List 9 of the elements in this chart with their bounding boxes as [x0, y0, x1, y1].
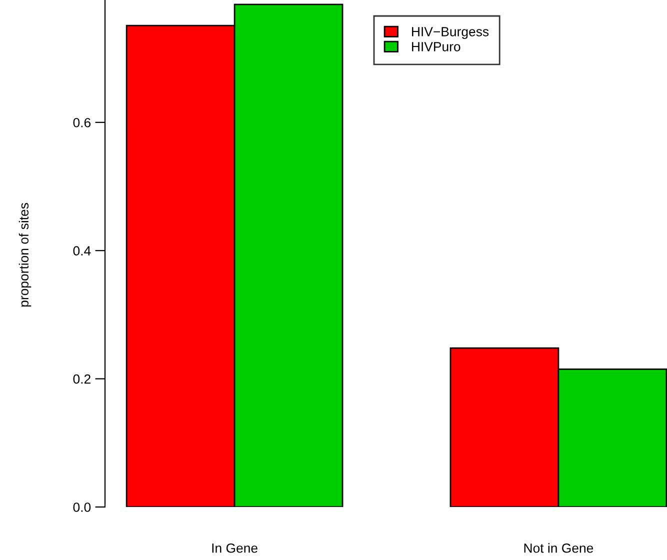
y-tick-label: 0.2 — [73, 374, 90, 384]
y-axis-title: proportion of sites — [18, 203, 32, 307]
x-tick-label: In Gene — [212, 543, 258, 553]
legend-label: HIV−Burgess — [412, 27, 489, 39]
x-tick-label: Not in Gene — [524, 543, 594, 553]
y-tick-label: 0.4 — [73, 246, 91, 256]
y-tick-label: 0.6 — [73, 118, 91, 128]
legend-label: HIVPuro — [412, 42, 460, 52]
y-tick-label: 0.0 — [73, 502, 91, 512]
